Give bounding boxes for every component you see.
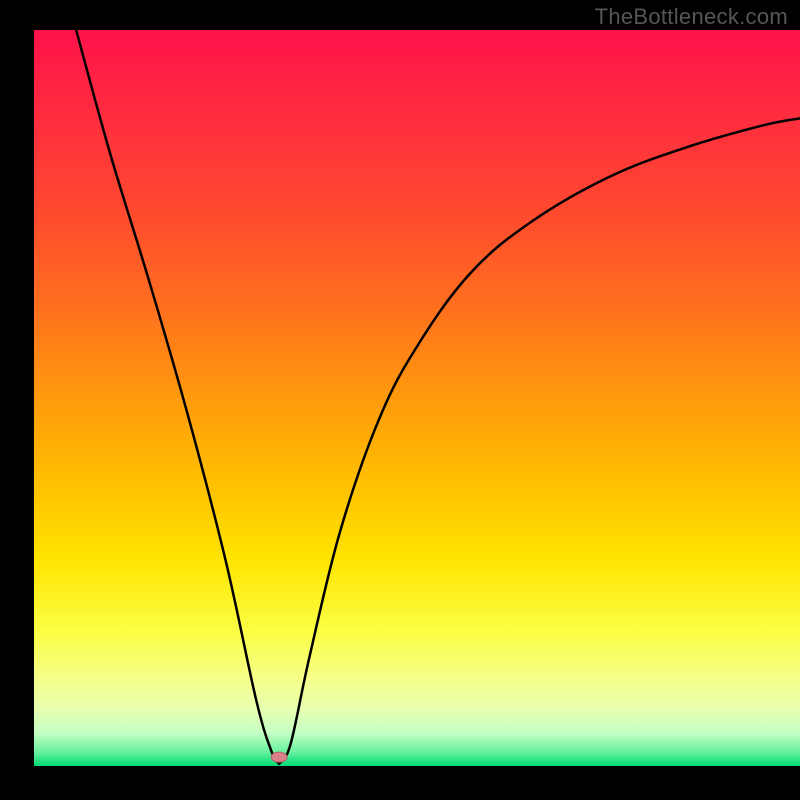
source-url-label: TheBottleneck.com xyxy=(595,4,788,30)
bottleneck-curve-chart xyxy=(0,0,800,800)
chart-container: TheBottleneck.com xyxy=(0,0,800,800)
spike-marker xyxy=(271,752,287,762)
